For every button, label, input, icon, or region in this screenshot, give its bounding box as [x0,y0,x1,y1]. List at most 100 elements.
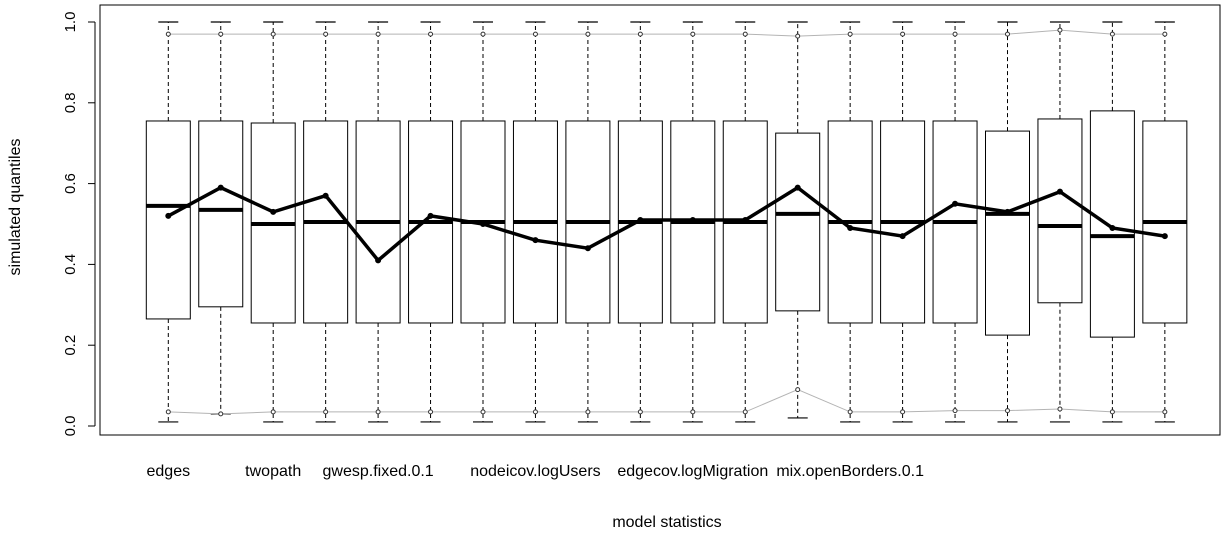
lower-range-point [270,409,276,415]
observed-point [952,200,959,207]
box-17 [985,21,1030,423]
lower-range-point [428,409,434,415]
y-tick-label: 0.2 [62,335,79,356]
observed-point [742,216,749,223]
observed-point [899,233,906,240]
box-20 [1142,21,1188,423]
plot-frame [99,4,1221,436]
observed-line [167,185,1166,263]
lower-range-point [1057,406,1063,412]
upper-range-point [1162,31,1168,37]
lower-range-point [795,387,801,393]
upper-range-point [375,31,381,37]
x-tick-label: mix.openBorders.0.1 [776,463,924,480]
lower-range-point [637,409,643,415]
observed-point [270,208,277,215]
observed-point [847,225,854,232]
box-1 [145,21,191,423]
x-axis-label: model statistics [612,514,721,531]
box-19 [1089,21,1135,423]
box-4 [303,21,349,423]
box-body [1037,118,1083,304]
box-14 [827,21,873,423]
box-3 [250,21,296,423]
upper-range-point [1005,31,1010,37]
upper-range-point [165,31,171,37]
lower-range-point [323,409,329,415]
upper-range-point [742,31,748,37]
lower-range-point [742,409,748,415]
lower-range-point [900,409,906,415]
y-tick-label: 1.0 [62,12,79,33]
observed-point [689,216,696,223]
lower-range-line [168,389,1165,415]
reference-lines-layer [165,27,1168,417]
observed-point [637,216,644,223]
x-tick-label: nodeicov.logUsers [470,463,600,480]
lower-range-point [1109,409,1115,415]
upper-range-point [1109,31,1115,37]
box-16 [932,21,978,423]
lower-range-point [165,409,171,415]
upper-range-point [952,31,958,37]
y-axis-label: simulated quantiles [7,139,24,276]
upper-range-point [218,31,224,37]
box-body [1089,110,1135,338]
lower-range-point [375,409,381,415]
lower-range-point [218,411,224,417]
upper-range-point [428,31,434,37]
upper-range-point [795,33,801,39]
lower-range-point [690,409,696,415]
upper-range-point [637,31,643,37]
observed-point [532,237,539,244]
box-13 [775,21,821,419]
upper-range-point [323,31,329,37]
upper-range-point [690,31,696,37]
observed-point [794,184,801,191]
box-body [985,130,1030,336]
x-tick-label: edges [147,463,191,480]
observed-point [1004,208,1011,215]
lower-range-point [847,409,853,415]
observed-point [165,212,172,219]
box-body [775,132,821,312]
axes-layer: 0.0 0.2 0.4 0.6 0.8 1.0 edges twopath gwesp.fixe… [62,4,1221,480]
box-body [198,120,244,308]
y-tick-label: 0.8 [62,92,79,113]
lower-range-point [1005,408,1010,414]
observed-point [1056,188,1063,195]
lower-range-point [585,409,591,415]
x-tick-label: gwesp.fixed.0.1 [323,463,434,480]
observed-point [1161,233,1168,240]
observed-point [480,221,486,227]
observed-point [584,245,591,252]
lower-range-point [952,408,958,414]
upper-range-point [1057,27,1063,33]
box-9 [565,21,611,423]
upper-range-point [480,31,486,37]
observed-point [427,212,434,219]
lower-range-point [1162,409,1168,415]
box-body [145,120,191,320]
x-tick-label: twopath [245,463,301,480]
box-8 [512,21,558,423]
upper-range-line [168,29,1165,37]
box-2 [198,21,244,415]
observed-point [322,192,329,199]
upper-range-point [532,31,538,37]
boxes-layer [145,21,1188,423]
lower-range-point [480,409,486,415]
y-tick-label: 0.6 [62,173,79,194]
box-6 [408,21,454,423]
y-tick-label: 0.4 [62,254,79,275]
observed-point [217,184,224,191]
y-tick-label: 0.0 [62,416,79,437]
box-15 [880,21,926,423]
upper-range-point [585,31,591,37]
observed-point [1109,225,1116,232]
box-5 [355,21,401,423]
upper-range-point [900,31,906,37]
observed-line-layer [165,184,1168,264]
